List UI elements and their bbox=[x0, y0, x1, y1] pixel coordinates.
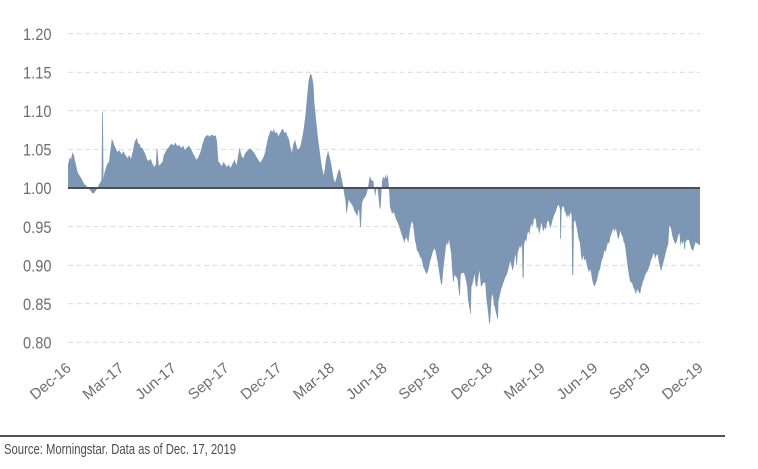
svg-text:1.10: 1.10 bbox=[23, 102, 52, 121]
svg-text:1.20: 1.20 bbox=[23, 25, 52, 44]
svg-text:Dec-19: Dec-19 bbox=[659, 360, 707, 404]
svg-text:Sep-19: Sep-19 bbox=[606, 360, 654, 404]
svg-text:Source: Morningstar. Data as o: Source: Morningstar. Data as of Dec. 17,… bbox=[4, 441, 236, 458]
svg-text:Dec-17: Dec-17 bbox=[238, 360, 286, 404]
svg-text:Mar-19: Mar-19 bbox=[501, 360, 549, 404]
svg-text:0.95: 0.95 bbox=[23, 218, 52, 237]
svg-text:Dec-16: Dec-16 bbox=[27, 360, 75, 404]
svg-text:1.05: 1.05 bbox=[23, 141, 52, 160]
svg-text:Jun-19: Jun-19 bbox=[554, 360, 602, 404]
svg-text:Jun-18: Jun-18 bbox=[343, 360, 391, 404]
svg-text:0.80: 0.80 bbox=[23, 334, 52, 353]
svg-text:1.15: 1.15 bbox=[23, 63, 52, 82]
svg-text:0.85: 0.85 bbox=[23, 295, 52, 314]
svg-text:0.90: 0.90 bbox=[23, 256, 52, 275]
svg-text:1.00: 1.00 bbox=[23, 179, 52, 198]
svg-text:Sep-18: Sep-18 bbox=[396, 360, 444, 404]
svg-text:Dec-18: Dec-18 bbox=[448, 360, 496, 404]
svg-text:Mar-17: Mar-17 bbox=[80, 360, 128, 404]
svg-text:Jun-17: Jun-17 bbox=[132, 360, 180, 404]
svg-text:Mar-18: Mar-18 bbox=[290, 360, 338, 404]
svg-text:Sep-17: Sep-17 bbox=[185, 360, 233, 404]
